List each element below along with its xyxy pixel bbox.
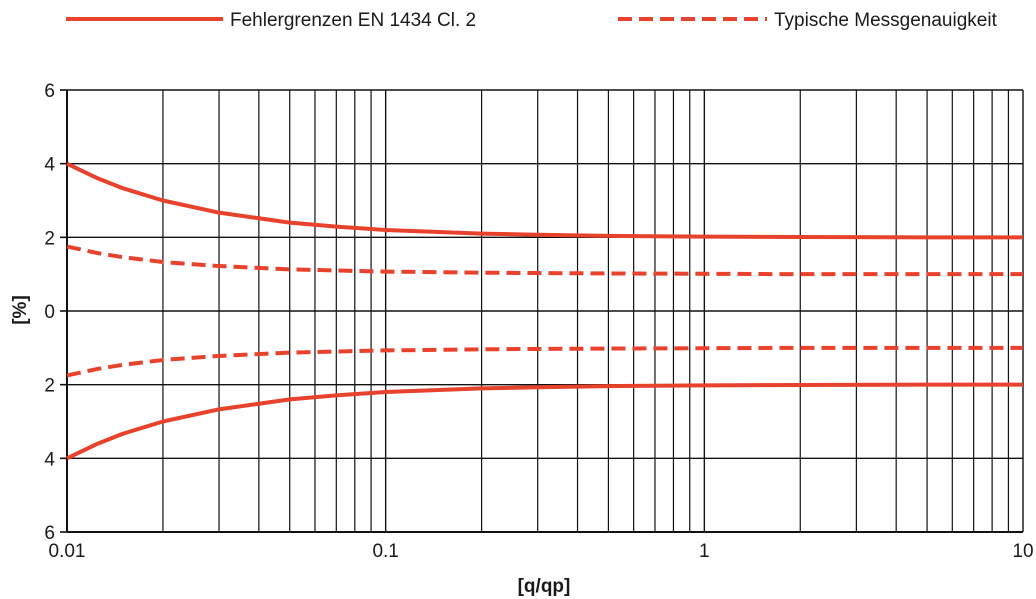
y-tick-label: 6 [44, 81, 55, 102]
y-axis-title: [%] [10, 295, 31, 325]
series-line-dashed-3 [66, 345, 1023, 378]
x-axis-title: [q/qp] [518, 576, 571, 597]
legend-label-dashed: Typische Messgenauigkeit [774, 10, 998, 31]
x-tick-label: 0.01 [49, 541, 86, 562]
legend-label-solid: Fehlergrenzen EN 1434 Cl. 2 [230, 10, 476, 31]
grid [66, 89, 1024, 533]
series-line-solid-1 [66, 382, 1023, 461]
y-tick-label: 4 [44, 449, 55, 470]
y-tick-label: 4 [44, 155, 55, 176]
legend: Fehlergrenzen EN 1434 Cl. 2 Typische Mes… [66, 10, 998, 31]
x-tick-label: 10 [1012, 541, 1033, 562]
y-tick-label: 6 [44, 523, 55, 544]
x-tick-label: 0.1 [372, 541, 398, 562]
x-tick-label: 1 [699, 541, 710, 562]
y-tick-label: 2 [44, 376, 55, 397]
axes [60, 89, 1023, 533]
y-tick-label: 0 [44, 302, 55, 323]
y-tick-label: 2 [44, 228, 55, 249]
series-line-solid-0 [66, 161, 1023, 240]
series-lines [66, 161, 1023, 461]
series-line-dashed-2 [66, 244, 1023, 277]
